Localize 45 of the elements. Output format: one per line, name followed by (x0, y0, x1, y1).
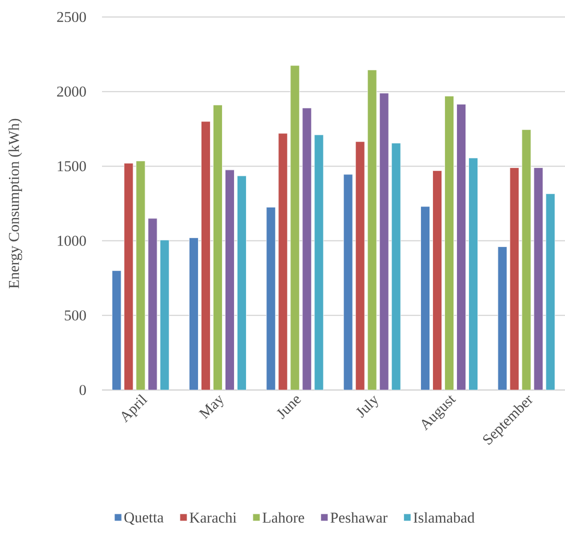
bar (112, 270, 122, 390)
x-tick-label: May (198, 395, 224, 420)
bar (343, 174, 353, 390)
bar (367, 70, 377, 390)
bar (124, 163, 134, 390)
bar (444, 96, 454, 390)
bar (266, 207, 276, 390)
bar (420, 206, 430, 390)
y-tick-label: 2000 (57, 86, 86, 97)
bar (391, 142, 401, 390)
bar (522, 129, 532, 390)
y-tick-label: 2500 (57, 12, 86, 22)
legend-label: Lahore (262, 512, 304, 523)
bar (510, 167, 520, 390)
bar (546, 194, 556, 390)
bar (148, 218, 158, 390)
bar (498, 246, 508, 390)
bar (278, 133, 288, 390)
x-tick-label: June (276, 396, 301, 420)
y-tick-label: 1500 (58, 161, 86, 172)
y-tick-label: 500 (64, 310, 86, 320)
legend-label: Karachi (190, 512, 236, 523)
bar (136, 160, 146, 390)
bar (225, 170, 234, 390)
y-tick-label: 0 (80, 384, 86, 396)
bar (189, 238, 198, 390)
x-tick-label: July (356, 396, 378, 418)
bar (432, 170, 442, 390)
bar (456, 104, 466, 390)
bar (534, 167, 544, 390)
bar (201, 121, 210, 390)
y-axis-title: Energy Consumption (kWh) (8, 118, 22, 288)
bar (302, 108, 312, 390)
legend-label: Islamabad (414, 512, 475, 523)
bar (355, 141, 365, 390)
y-tick-label: 1000 (58, 236, 86, 246)
bar (290, 65, 300, 390)
bar (379, 92, 389, 390)
legend-label: Peshawar (330, 512, 388, 523)
bar (237, 176, 246, 390)
legend-label: Quetta (124, 512, 164, 525)
bar (314, 134, 324, 390)
bar (468, 158, 478, 390)
bar (160, 240, 170, 390)
bar (213, 104, 222, 390)
